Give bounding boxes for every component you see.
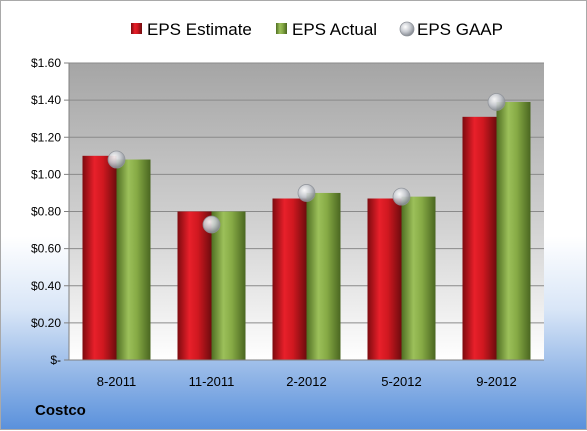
bar-eps-estimate <box>272 198 307 360</box>
point-eps-gaap <box>202 215 221 234</box>
legend-swatch <box>399 21 415 37</box>
legend-swatch <box>131 23 142 34</box>
x-tick-label: 11-2011 <box>189 374 235 389</box>
bar-eps-actual <box>496 101 531 360</box>
gaap-points <box>107 93 506 234</box>
y-axis: $- $0.20 $0.40 $0.60 $0.80 $1.00 $1.20 $1.40 $1.… <box>31 56 70 367</box>
x-tick-label: 2-2012 <box>286 374 326 389</box>
bar-eps-actual <box>306 192 341 360</box>
y-tick-label: $1.00 <box>31 167 61 181</box>
x-axis: 8-2011 11-2011 2-2012 5-2012 9-2012 <box>69 359 544 389</box>
bar-eps-actual <box>401 196 436 360</box>
x-tick-label: 9-2012 <box>476 374 516 389</box>
bar-eps-estimate <box>82 155 117 360</box>
bar-eps-actual <box>211 211 246 360</box>
y-tick-label: $0.40 <box>31 279 61 293</box>
bar-eps-estimate <box>177 211 212 360</box>
y-tick-label: $0.60 <box>31 242 61 256</box>
y-tick-label: $1.40 <box>31 93 61 107</box>
bar-eps-estimate <box>462 116 497 360</box>
legend-label: EPS GAAP <box>417 20 503 39</box>
legend-swatch <box>276 23 287 34</box>
legend-label: EPS Estimate <box>147 20 252 39</box>
bar-eps-actual <box>116 159 151 360</box>
y-tick-label: $0.80 <box>31 205 61 219</box>
point-eps-gaap <box>107 150 126 169</box>
point-eps-gaap <box>392 187 411 206</box>
y-tick-label: $- <box>50 353 61 367</box>
x-tick-label: 5-2012 <box>381 374 421 389</box>
legend-label: EPS Actual <box>292 20 377 39</box>
y-tick-label: $1.60 <box>31 56 61 70</box>
bars <box>82 101 531 360</box>
y-tick-label: $1.20 <box>31 130 61 144</box>
point-eps-gaap <box>297 184 316 202</box>
y-tick-label: $0.20 <box>31 316 61 330</box>
legend: EPS Estimate EPS Actual EPS GAAP <box>131 20 503 39</box>
company-label: Costco <box>35 402 86 419</box>
bar-eps-estimate <box>367 198 402 360</box>
x-tick-label: 8-2011 <box>97 374 137 389</box>
point-eps-gaap <box>487 93 506 111</box>
